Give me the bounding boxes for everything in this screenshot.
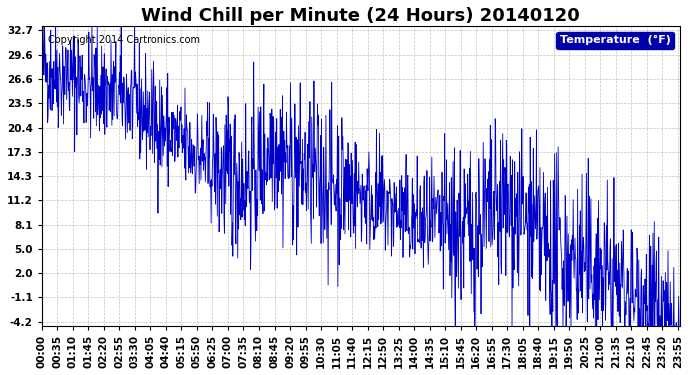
Temperature  (°F)	[600, 227, 609, 231]
Temperature  (°F)	[544, 241, 553, 246]
Temperature  (°F)	[180, 126, 188, 131]
Legend: Temperature  (°F): Temperature (°F)	[556, 32, 674, 49]
Temperature  (°F)	[164, 135, 172, 140]
Temperature  (°F)	[471, 327, 479, 332]
Title: Wind Chill per Minute (24 Hours) 20140120: Wind Chill per Minute (24 Hours) 2014012…	[141, 7, 580, 25]
Temperature  (°F)	[460, 234, 469, 239]
Temperature  (°F)	[251, 239, 259, 243]
Text: Copyright 2014 Cartronics.com: Copyright 2014 Cartronics.com	[48, 36, 200, 45]
Temperature  (°F)	[38, 52, 46, 56]
Line: Temperature  (°F): Temperature (°F)	[42, 22, 680, 330]
Temperature  (°F)	[52, 20, 60, 25]
Temperature  (°F)	[676, 327, 684, 332]
